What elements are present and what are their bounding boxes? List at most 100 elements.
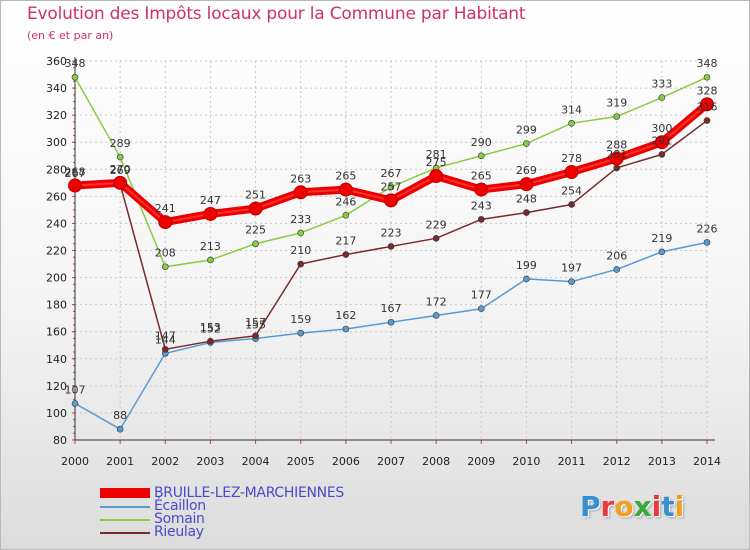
data-label: 246 — [335, 195, 356, 208]
data-label: 281 — [426, 148, 447, 161]
data-label: 328 — [697, 84, 718, 97]
data-point — [519, 177, 534, 192]
data-point — [703, 239, 711, 246]
y-tick-label: 280 — [46, 163, 67, 176]
data-point — [523, 209, 530, 216]
data-label: 289 — [110, 137, 131, 150]
data-label: 300 — [651, 122, 672, 135]
data-point — [68, 178, 82, 193]
data-label: 299 — [516, 124, 537, 137]
data-label: 223 — [381, 226, 402, 239]
y-tick-label: 360 — [46, 55, 67, 68]
data-point — [248, 201, 263, 216]
data-label: 229 — [426, 218, 447, 231]
data-point — [116, 153, 124, 161]
data-label: 147 — [155, 329, 176, 342]
data-point — [342, 325, 350, 333]
data-label: 219 — [651, 232, 672, 245]
logo-letter: i — [674, 490, 685, 523]
logo-letter: P — [580, 490, 601, 523]
data-label: 241 — [155, 202, 176, 215]
y-tick-label: 140 — [46, 353, 67, 366]
data-point — [71, 400, 79, 407]
data-label: 291 — [651, 134, 672, 147]
data-label: 333 — [651, 78, 672, 91]
y-tick-label: 240 — [46, 217, 67, 230]
data-label: 206 — [606, 249, 627, 262]
data-point — [252, 240, 259, 248]
data-label: 226 — [697, 222, 718, 235]
y-tick-label: 300 — [46, 136, 67, 149]
data-point — [523, 140, 530, 147]
data-label: 348 — [65, 57, 86, 70]
data-label: 254 — [561, 184, 582, 197]
data-point — [161, 346, 169, 353]
data-point — [297, 229, 305, 237]
data-point — [387, 183, 395, 191]
data-label: 267 — [65, 167, 86, 180]
x-tick-label: 2007 — [377, 455, 405, 468]
data-point — [384, 193, 398, 208]
data-label: 217 — [335, 235, 356, 248]
y-tick-label: 100 — [46, 407, 67, 420]
data-point — [700, 97, 714, 112]
y-tick-label: 160 — [46, 326, 67, 339]
data-label: 197 — [561, 262, 582, 275]
x-tick-label: 2011 — [558, 455, 586, 468]
data-label: 248 — [516, 193, 537, 206]
data-label: 270 — [110, 163, 131, 176]
data-point — [477, 152, 485, 160]
data-point — [113, 175, 128, 190]
data-point — [609, 151, 624, 166]
data-label: 288 — [606, 138, 627, 151]
y-tick-label: 80 — [53, 434, 67, 447]
x-tick-label: 2010 — [512, 455, 540, 468]
data-label: 157 — [245, 316, 266, 329]
data-label: 257 — [381, 180, 402, 193]
data-label: 275 — [426, 156, 447, 169]
x-tick-label: 2004 — [242, 455, 270, 468]
logo-letter: r — [600, 490, 615, 523]
data-point — [207, 337, 214, 345]
y-tick-label: 180 — [46, 299, 67, 312]
x-tick-label: 2006 — [332, 455, 360, 468]
data-point — [387, 243, 395, 250]
data-label: 155 — [245, 318, 266, 331]
data-point — [477, 216, 485, 223]
series-2 — [71, 73, 711, 271]
data-label: 210 — [290, 244, 311, 257]
x-tick-label: 2001 — [106, 455, 134, 468]
y-tick-label: 340 — [46, 82, 67, 95]
data-point — [432, 235, 440, 242]
data-point — [568, 201, 575, 208]
x-tick-label: 2014 — [693, 455, 721, 468]
data-label: 265 — [335, 170, 356, 183]
logo-letter: t — [661, 490, 675, 523]
series-0 — [68, 97, 714, 230]
data-point — [71, 73, 79, 81]
data-point — [387, 318, 395, 326]
data-label: 290 — [471, 136, 492, 149]
data-point — [477, 305, 485, 313]
data-label: 251 — [245, 189, 266, 202]
data-point — [158, 215, 173, 230]
y-tick-label: 220 — [46, 245, 67, 258]
data-point — [613, 113, 621, 120]
data-label: 213 — [200, 240, 221, 253]
data-label: 243 — [471, 199, 492, 212]
data-point — [613, 164, 621, 172]
x-tick-label: 2003 — [196, 455, 224, 468]
data-label: 269 — [516, 164, 537, 177]
data-label: 233 — [290, 213, 311, 226]
data-point — [342, 251, 350, 258]
data-point — [568, 278, 575, 285]
data-point — [342, 212, 350, 219]
data-label: 268 — [65, 166, 86, 179]
data-point — [703, 117, 711, 124]
y-tick-label: 120 — [46, 380, 67, 393]
data-label: 316 — [697, 101, 718, 114]
data-label: 88 — [113, 409, 127, 422]
data-label: 225 — [245, 224, 266, 237]
legend-swatch — [100, 519, 150, 521]
